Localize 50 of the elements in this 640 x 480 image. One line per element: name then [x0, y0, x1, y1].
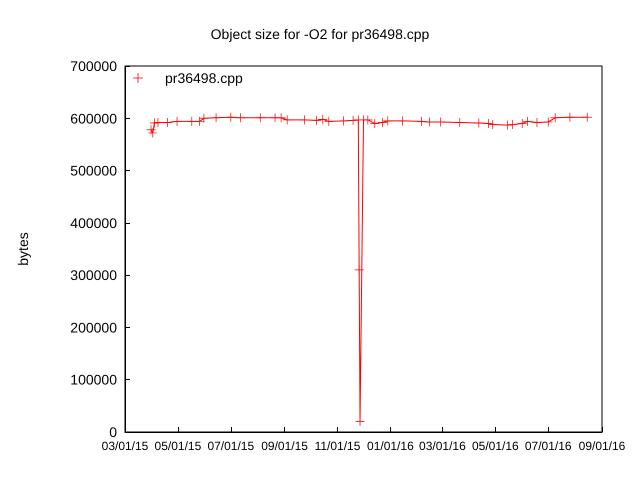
- point: [187, 116, 196, 126]
- point: [484, 119, 493, 128]
- x-tick-label: 09/01/15: [261, 439, 308, 453]
- chart-title: Object size for -O2 for pr36498.cpp: [210, 26, 430, 42]
- point: [324, 116, 334, 126]
- y-tick-label: 0: [109, 424, 118, 440]
- x-tick-label: 07/01/16: [524, 439, 572, 453]
- point: [508, 120, 518, 130]
- point: [300, 115, 310, 124]
- y-tick-label: 300000: [70, 267, 118, 284]
- point: [378, 118, 388, 127]
- point: [370, 119, 380, 128]
- x-tick-label: 07/01/15: [207, 439, 254, 453]
- x-tick-label: 11/01/15: [314, 439, 361, 453]
- y-tick-label: 400000: [70, 214, 118, 231]
- point: [532, 118, 542, 127]
- y-tick-label: 100000: [70, 372, 118, 388]
- point: [455, 118, 464, 127]
- point: [354, 265, 364, 274]
- x-tick-label: 05/01/16: [472, 439, 520, 453]
- point: [172, 116, 182, 126]
- x-tick-label: 01/01/16: [367, 439, 414, 453]
- legend-label: pr36498.cpp: [165, 70, 244, 86]
- x-tick-label: 09/01/16: [578, 439, 626, 453]
- x-tick-label: 03/01/15: [102, 439, 149, 453]
- point: [417, 116, 426, 126]
- point: [212, 113, 221, 122]
- point: [383, 116, 392, 126]
- point: [199, 114, 208, 123]
- point: [522, 116, 532, 126]
- x-tick-label: 03/01/16: [419, 439, 466, 453]
- point: [398, 116, 408, 126]
- point: [348, 116, 358, 125]
- point: [502, 120, 512, 130]
- y-tick-label: 200000: [70, 319, 118, 336]
- point: [146, 125, 156, 134]
- y-tick-label: 700000: [70, 58, 118, 74]
- point: [474, 118, 484, 128]
- x-tick-label: 05/01/15: [154, 439, 202, 453]
- y-axis-title: bytes: [15, 232, 31, 266]
- point: [518, 119, 527, 128]
- point: [276, 113, 286, 122]
- point: [195, 116, 204, 126]
- point: [148, 128, 158, 138]
- point: [339, 116, 348, 126]
- point: [488, 120, 498, 130]
- point: [565, 112, 574, 122]
- y-tick-label: 600000: [70, 110, 118, 126]
- point: [544, 117, 553, 126]
- y-tick-label: 500000: [70, 162, 118, 179]
